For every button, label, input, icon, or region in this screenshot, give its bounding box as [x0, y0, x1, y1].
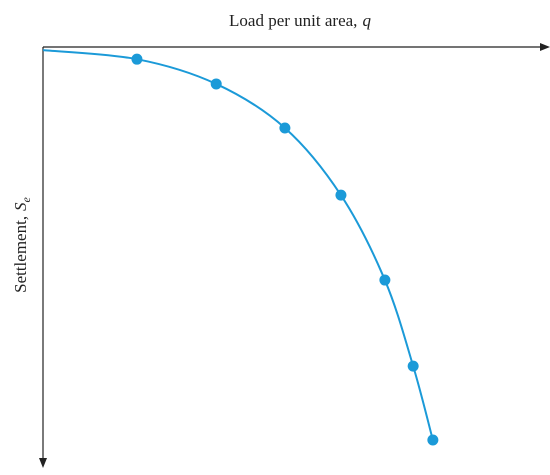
data-point: [131, 54, 142, 65]
data-point: [279, 122, 290, 133]
x-axis-arrow: [540, 43, 550, 51]
x-label-text: Load per unit area,: [229, 11, 357, 30]
x-symbol: q: [362, 11, 371, 30]
curve: [43, 50, 433, 440]
data-point: [427, 435, 438, 446]
y-axis-label: Settlement,Se: [11, 196, 33, 292]
x-axis-label: Load per unit area, q: [229, 11, 371, 30]
y-axis-arrow: [39, 458, 47, 468]
chart: Load per unit area, q Settlement,Se: [0, 0, 550, 475]
data-point: [335, 190, 346, 201]
data-point: [379, 275, 390, 286]
data-point: [211, 78, 222, 89]
data-point: [408, 361, 419, 372]
y-label-text: Settlement,: [11, 216, 30, 293]
y-symbol-sub: e: [19, 196, 33, 202]
